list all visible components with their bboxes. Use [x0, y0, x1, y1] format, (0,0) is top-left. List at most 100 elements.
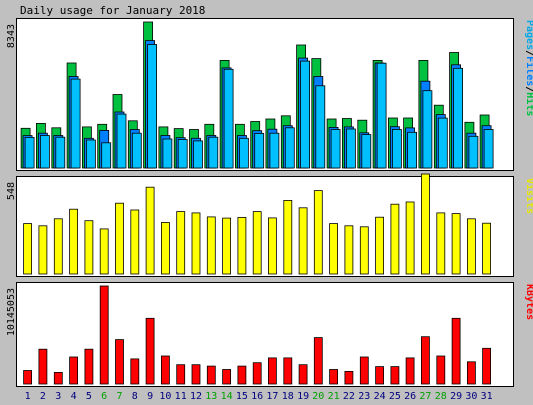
visits_panel-visits-bar-day-5 [84, 220, 94, 275]
day-label-22: 22 [343, 391, 355, 402]
kbytes_panel-ymax-label: 10145053 [6, 288, 17, 336]
kbytes_panel-kbytes-bar-day-30 [466, 361, 476, 385]
visits_panel-visits-bar-day-30 [466, 218, 476, 275]
day-label-2: 2 [40, 391, 46, 402]
visits_panel-visits-bar-day-11 [176, 211, 186, 275]
visits_panel-visits-bar-day-27 [420, 173, 430, 275]
hits_panel-pages-bar-day-11 [177, 139, 188, 169]
visits_panel-series-label: Visits [524, 178, 533, 214]
kbytes_panel-kbytes-bar-day-19 [298, 364, 308, 385]
visits_panel-visits-bar-day-21 [329, 223, 339, 275]
hits_panel-series-label-part: Pages [524, 20, 533, 50]
visits_panel: 548 Visits [6, 173, 533, 277]
visits_panel-visits-bar-day-2 [38, 225, 48, 275]
hits_panel-pages-bar-day-26 [407, 131, 418, 169]
hits_panel-series-label-part: Hits [524, 92, 533, 116]
kbytes_panel-kbytes-bar-day-9 [145, 317, 155, 385]
kbytes_panel-series-label-part: KBytes [524, 284, 533, 320]
day-label-31: 31 [481, 391, 493, 402]
hits_panel-pages-bar-day-29 [453, 67, 464, 169]
visits_panel-visits-bar-day-10 [160, 222, 170, 275]
visits_panel-visits-bar-day-3 [53, 218, 63, 275]
hits_panel-pages-bar-day-17 [269, 132, 280, 169]
visits_panel-visits-bar-day-23 [359, 226, 369, 275]
day-label-5: 5 [86, 391, 92, 402]
kbytes_panel-kbytes-bar-day-13 [206, 365, 216, 385]
kbytes_panel-kbytes-bar-day-31 [482, 347, 492, 385]
kbytes_panel-kbytes-bar-day-27 [420, 336, 430, 385]
kbytes_panel-kbytes-bar-day-12 [191, 364, 201, 385]
visits_panel-visits-bar-day-13 [206, 216, 216, 275]
day-label-25: 25 [389, 391, 401, 402]
kbytes_panel-kbytes-bar-day-17 [267, 357, 277, 385]
hits_panel-pages-bar-day-24 [376, 62, 387, 169]
day-label-19: 19 [297, 391, 309, 402]
hits_panel-series-label-part: / [524, 86, 533, 92]
visits_panel-visits-bar-day-20 [313, 190, 323, 275]
day-label-10: 10 [159, 391, 171, 402]
kbytes_panel-kbytes-bar-day-16 [252, 362, 262, 385]
visits_panel-visits-bar-day-7 [115, 202, 124, 275]
visits_panel-visits-bar-day-26 [405, 201, 415, 275]
hits_panel-pages-bar-day-9 [147, 44, 158, 169]
hits_panel-series-label: Pages/Files/Hits [524, 20, 533, 116]
day-label-3: 3 [55, 391, 61, 402]
kbytes_panel-kbytes-bar-day-23 [359, 356, 369, 385]
hits_panel-pages-bar-day-4 [70, 78, 81, 169]
visits_panel-visits-bar-day-25 [390, 203, 400, 275]
day-label-26: 26 [404, 391, 416, 402]
visits_panel-visits-bar-day-31 [482, 222, 492, 275]
kbytes_panel-kbytes-bar-day-3 [53, 371, 63, 385]
day-label-30: 30 [465, 391, 477, 402]
day-label-16: 16 [251, 391, 263, 402]
visits_panel-visits-bar-day-1 [23, 223, 33, 275]
day-label-17: 17 [266, 391, 278, 402]
hits_panel-pages-bar-day-13 [208, 136, 219, 169]
day-label-28: 28 [435, 391, 447, 402]
day-label-20: 20 [312, 391, 324, 402]
visits_panel-visits-bar-day-24 [375, 216, 385, 275]
visits_panel-visits-bar-day-8 [130, 209, 140, 275]
hits_panel-pages-bar-day-31 [483, 129, 494, 169]
visits_panel-frame [16, 176, 514, 277]
kbytes_panel-kbytes-bar-day-20 [313, 337, 323, 385]
hits_panel-pages-bar-day-15 [238, 137, 249, 169]
day-label-13: 13 [205, 391, 217, 402]
kbytes_panel-kbytes-bar-day-1 [23, 370, 33, 385]
hits_panel-pages-bar-day-2 [40, 135, 50, 169]
visits_panel-visits-bar-day-15 [237, 216, 247, 275]
day-label-4: 4 [71, 391, 77, 402]
day-label-15: 15 [236, 391, 248, 402]
visits_panel-series-label-part: Visits [524, 178, 533, 214]
kbytes_panel-kbytes-bar-day-2 [38, 348, 48, 385]
kbytes_panel: 10145053 KBytes [6, 282, 533, 387]
hits_panel-pages-bar-day-6 [101, 142, 112, 169]
day-label-12: 12 [190, 391, 202, 402]
kbytes_panel-kbytes-bar-day-18 [283, 357, 293, 385]
day-label-6: 6 [101, 391, 107, 402]
kbytes_panel-kbytes-bar-day-15 [237, 365, 247, 385]
kbytes_panel-kbytes-bar-day-7 [115, 339, 124, 385]
visits_panel-visits-bar-day-17 [267, 217, 277, 275]
visits_panel-visits-bar-day-19 [298, 207, 308, 275]
visits_panel-visits-bar-day-4 [69, 208, 78, 275]
day-label-18: 18 [282, 391, 294, 402]
kbytes_panel-kbytes-bar-day-11 [176, 364, 186, 385]
hits_panel-pages-bar-day-10 [162, 138, 173, 169]
hits_panel-ymax-label: 8343 [6, 24, 17, 48]
hits_panel-pages-bar-day-19 [300, 60, 311, 169]
hits_panel-pages-bar-day-25 [391, 129, 402, 169]
day-label-27: 27 [419, 391, 431, 402]
kbytes_panel-series-label: KBytes [524, 284, 533, 320]
hits_panel-pages-bar-day-21 [330, 129, 341, 169]
hits_panel-pages-bar-day-12 [193, 140, 203, 169]
kbytes_panel-kbytes-bar-day-25 [390, 366, 400, 385]
kbytes_panel-kbytes-bar-day-5 [84, 348, 94, 385]
hits_panel-pages-bar-day-27 [422, 90, 433, 169]
kbytes_panel-kbytes-bar-day-29 [451, 317, 461, 385]
hits_panel-pages-bar-day-1 [24, 136, 35, 169]
day-label-29: 29 [450, 391, 462, 402]
